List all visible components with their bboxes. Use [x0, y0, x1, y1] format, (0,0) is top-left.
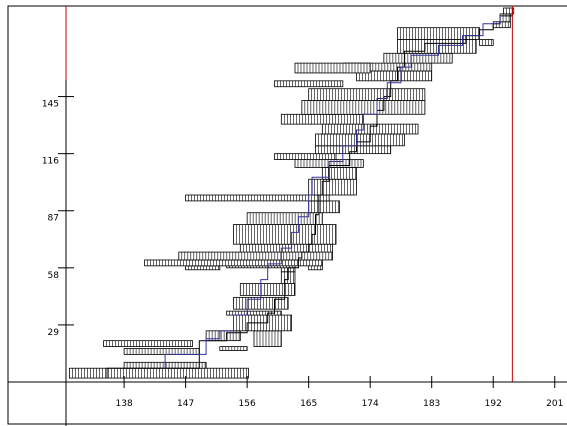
- x-tick-label: 138: [116, 399, 133, 409]
- step-line-blue: [164, 15, 501, 369]
- x-tick-label: 192: [485, 399, 502, 409]
- x-tick-label: 165: [300, 399, 317, 409]
- bar-26: [274, 153, 337, 160]
- bar-16: [144, 259, 323, 267]
- x-tick-label: 183: [423, 399, 440, 409]
- bar-2: [123, 348, 200, 355]
- bar-40: [479, 39, 494, 46]
- bar-4: [219, 346, 248, 351]
- bar-23: [308, 178, 357, 196]
- bar-36: [294, 62, 371, 74]
- bar-19: [233, 224, 337, 245]
- y-tick-label: 58: [48, 271, 60, 281]
- plot-frame: [7, 5, 567, 425]
- bar-13: [185, 265, 221, 271]
- y-tick-label: 145: [42, 100, 59, 110]
- bar-41: [492, 21, 511, 29]
- bar-17: [178, 251, 333, 261]
- lines-layer: [106, 8, 513, 379]
- bar-0: [69, 367, 249, 379]
- bar-20: [246, 212, 323, 225]
- bar-39: [397, 27, 480, 40]
- bar-31: [301, 100, 426, 115]
- bar-33: [274, 80, 344, 88]
- bar-21: [308, 200, 340, 214]
- bar-22: [185, 194, 330, 202]
- bar-42: [499, 13, 511, 23]
- bars-layer: [69, 7, 515, 379]
- bar-30: [280, 113, 364, 125]
- x-tick-label: 156: [239, 399, 256, 409]
- bar-3: [103, 340, 193, 347]
- y-tick-label: 87: [48, 214, 59, 224]
- x-tick-label: 201: [546, 399, 563, 409]
- step-line-black: [106, 8, 513, 379]
- bar-28: [315, 133, 405, 147]
- bar-8: [226, 310, 282, 316]
- y-tick-label: 29: [48, 328, 60, 338]
- x-tick-label: 147: [177, 399, 194, 409]
- x-tick-label: 174: [362, 399, 379, 409]
- bar-32: [308, 88, 426, 101]
- y-tick-label: 116: [42, 157, 59, 167]
- bar-10: [239, 283, 296, 296]
- axis-layer: 138 147 156 165 174 183 192 201 29 58 87 116 145: [8, 6, 567, 426]
- bar-6: [253, 330, 282, 347]
- bar-27: [315, 145, 392, 155]
